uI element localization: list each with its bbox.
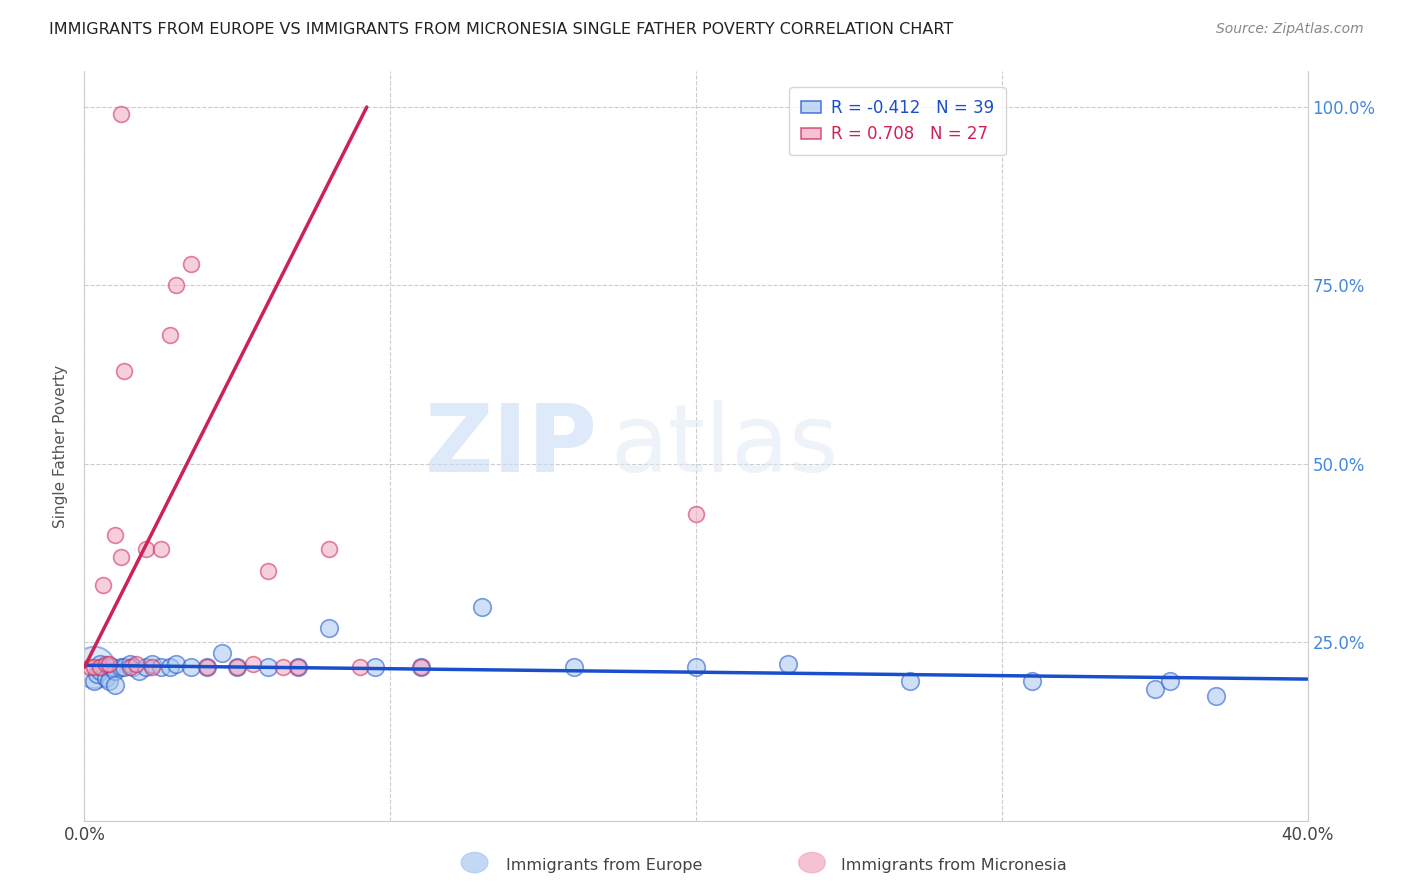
Point [211,646,233,660]
Point [1205,689,1227,703]
Circle shape [799,853,825,872]
Point [135,542,157,557]
Point [1143,681,1166,696]
Text: Immigrants from Micronesia: Immigrants from Micronesia [841,858,1067,872]
Point [83,660,105,674]
Point [89,660,111,674]
Point [128,664,150,678]
Point [83,660,105,674]
Point [409,660,432,674]
Point [97,674,120,689]
Point [104,678,127,692]
Point [318,621,340,635]
Point [349,660,371,674]
Point [110,660,132,674]
Point [89,664,111,678]
Point [1021,674,1043,689]
Point [110,549,132,564]
Point [149,542,172,557]
Point [471,599,494,614]
Point [101,660,124,674]
Text: atlas: atlas [610,400,838,492]
Text: Immigrants from Europe: Immigrants from Europe [506,858,703,872]
Point [112,660,135,674]
Point [898,674,921,689]
Point [104,664,127,678]
Point [97,657,120,671]
Point [104,528,127,542]
Point [141,660,163,674]
Point [94,657,117,671]
Point [409,660,432,674]
Point [135,660,157,674]
Point [195,660,218,674]
Point [562,660,585,674]
Point [180,257,202,271]
Point [180,660,202,674]
Point [110,107,132,121]
Point [125,657,148,671]
Point [79,660,101,674]
Point [685,507,707,521]
Text: ZIP: ZIP [425,400,598,492]
Point [94,671,117,685]
Point [120,660,142,674]
Point [364,660,387,674]
Point [159,328,181,343]
Point [97,660,120,674]
Point [271,660,294,674]
Point [149,660,172,674]
Point [122,660,145,674]
Point [287,660,309,674]
Point [685,660,707,674]
Point [242,657,264,671]
Point [91,660,114,674]
Legend: R = -0.412   N = 39, R = 0.708   N = 27: R = -0.412 N = 39, R = 0.708 N = 27 [789,87,1005,155]
Point [83,674,105,689]
Point [226,660,249,674]
Text: IMMIGRANTS FROM EUROPE VS IMMIGRANTS FROM MICRONESIA SINGLE FATHER POVERTY CORRE: IMMIGRANTS FROM EUROPE VS IMMIGRANTS FRO… [49,22,953,37]
Point [141,657,163,671]
Point [91,578,114,592]
Point [226,660,249,674]
Point [257,660,280,674]
Circle shape [461,853,488,872]
Point [89,657,111,671]
Point [318,542,340,557]
Point [1159,674,1181,689]
Point [165,657,187,671]
Point [86,667,108,681]
Point [195,660,218,674]
Point [165,278,187,293]
Text: Source: ZipAtlas.com: Source: ZipAtlas.com [1216,22,1364,37]
Point [257,564,280,578]
Point [112,364,135,378]
Point [159,660,181,674]
Point [287,660,309,674]
Y-axis label: Single Father Poverty: Single Father Poverty [53,365,69,527]
Point [120,657,142,671]
Point [776,657,799,671]
